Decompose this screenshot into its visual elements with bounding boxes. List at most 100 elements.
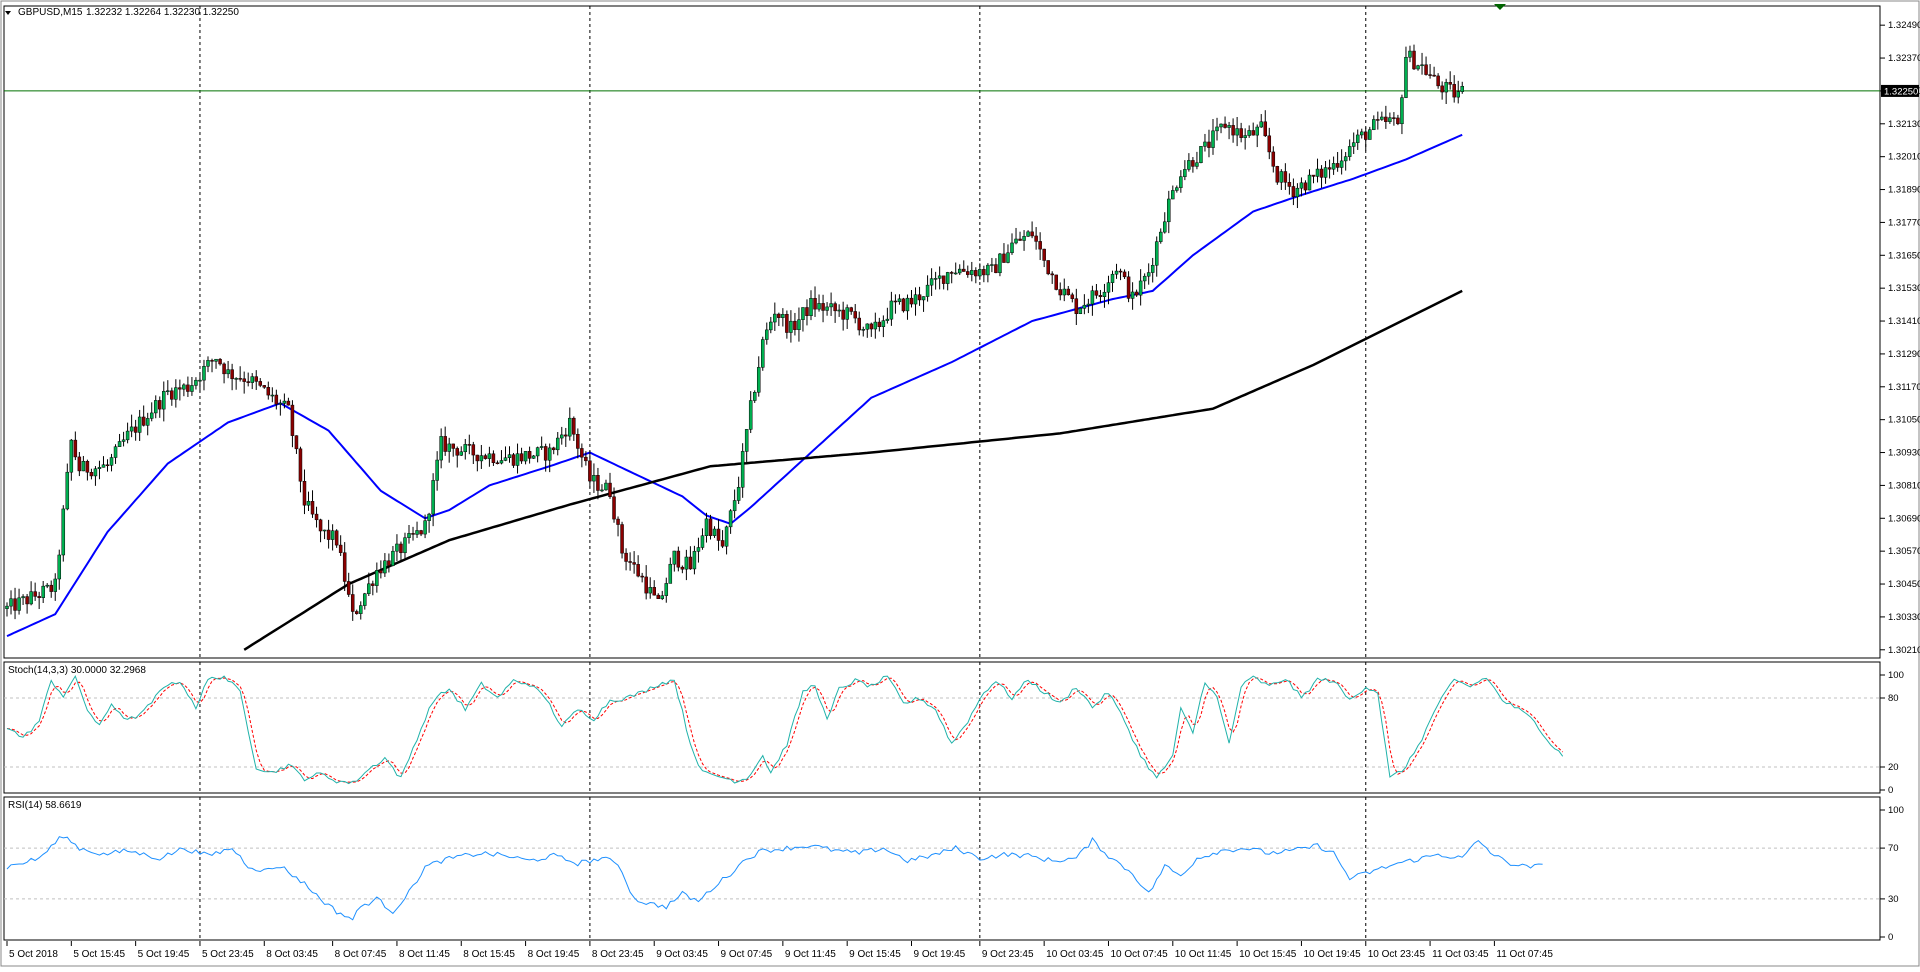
candle-body <box>9 598 13 607</box>
rsi-pane-frame <box>3 796 1881 941</box>
candle-body <box>1408 50 1412 58</box>
candle-body <box>1026 231 1030 237</box>
candle-body <box>133 426 138 433</box>
candle-body <box>584 456 588 462</box>
candle <box>383 553 387 577</box>
candle-body <box>137 416 142 433</box>
time-axis-label: 11 Oct 03:45 <box>1432 949 1489 960</box>
candle-body <box>17 597 21 611</box>
candle <box>1094 283 1099 299</box>
price-axis-label: 1.32490 <box>1888 20 1920 31</box>
time-axis-label: 5 Oct 19:45 <box>138 949 190 960</box>
candle <box>539 436 544 450</box>
candle <box>1323 161 1328 184</box>
candle-body <box>511 454 516 466</box>
candle-body <box>407 533 411 538</box>
price-axis-label: 1.31890 <box>1888 185 1920 196</box>
candle-body <box>1351 142 1356 147</box>
candle-body <box>982 269 986 276</box>
candle-body <box>1058 289 1062 296</box>
candle <box>628 552 632 571</box>
candle-body <box>555 437 560 451</box>
candle-body <box>813 298 817 310</box>
candle <box>845 304 849 329</box>
candle <box>813 286 817 317</box>
candle <box>322 529 327 540</box>
candle <box>620 521 624 559</box>
candle <box>1203 133 1207 152</box>
candle-body <box>391 550 395 566</box>
candle <box>1118 268 1123 281</box>
candle-body <box>174 387 178 400</box>
candle-body <box>785 314 789 333</box>
candle-body <box>990 264 994 266</box>
candle <box>113 444 118 464</box>
candle-body <box>535 447 540 457</box>
candle-body <box>917 294 922 301</box>
candle-body <box>1323 167 1328 178</box>
candle-body <box>515 453 520 466</box>
candle <box>572 416 576 441</box>
candle <box>503 446 508 462</box>
candle-body <box>817 303 821 310</box>
candle <box>274 389 279 410</box>
candle <box>1384 105 1388 129</box>
candle <box>407 525 411 544</box>
candle <box>1339 149 1344 175</box>
candle <box>515 443 520 474</box>
candle-body <box>1086 303 1091 306</box>
candle-body <box>1400 97 1404 125</box>
candle <box>1404 46 1408 99</box>
time-axis-label: 10 Oct 15:45 <box>1239 949 1297 960</box>
stoch-signal-line <box>6 677 1564 783</box>
time-axis-label: 8 Oct 07:45 <box>335 949 387 960</box>
candle <box>354 609 359 615</box>
shift-end-marker-icon[interactable] <box>1494 4 1506 10</box>
candle-body <box>873 321 878 330</box>
candle <box>359 601 363 620</box>
price-axis-label: 1.30570 <box>1888 546 1920 557</box>
candle <box>531 454 536 459</box>
candle <box>475 454 480 472</box>
time-axis-label: 10 Oct 23:45 <box>1368 949 1426 960</box>
candle <box>85 459 90 481</box>
candle-body <box>117 441 122 447</box>
candle <box>1231 118 1235 143</box>
candle-body <box>580 448 584 458</box>
candle <box>198 373 202 393</box>
candle <box>817 294 821 312</box>
candle <box>1432 66 1436 77</box>
price-axis-label: 1.32370 <box>1888 53 1920 64</box>
candle <box>728 509 733 534</box>
candle-body <box>210 360 214 362</box>
candle <box>1368 126 1372 140</box>
candle-body <box>821 303 825 311</box>
candle-body <box>105 464 110 467</box>
candle-body <box>1134 291 1139 296</box>
candle-body <box>230 369 234 380</box>
candle-body <box>503 457 508 461</box>
candle <box>1066 286 1071 296</box>
candle-body <box>141 416 146 426</box>
candle <box>334 529 339 548</box>
candle-body <box>953 272 958 275</box>
dropdown-triangle-icon[interactable] <box>5 11 11 15</box>
candle-body <box>905 297 910 312</box>
candle-body <box>326 529 331 540</box>
price-axis-label: 1.30330 <box>1888 612 1920 623</box>
candle-body <box>841 309 845 320</box>
candle <box>744 429 749 463</box>
candle-body <box>1452 84 1456 98</box>
candle <box>1311 174 1316 184</box>
candle <box>1146 263 1151 285</box>
candle-body <box>1078 308 1083 314</box>
candle <box>419 529 423 537</box>
time-axis-label: 10 Oct 03:45 <box>1046 949 1104 960</box>
candle <box>889 291 894 326</box>
candle-body <box>1231 125 1235 136</box>
candle-body <box>443 436 447 452</box>
candle-body <box>178 387 182 390</box>
candle <box>909 290 914 308</box>
